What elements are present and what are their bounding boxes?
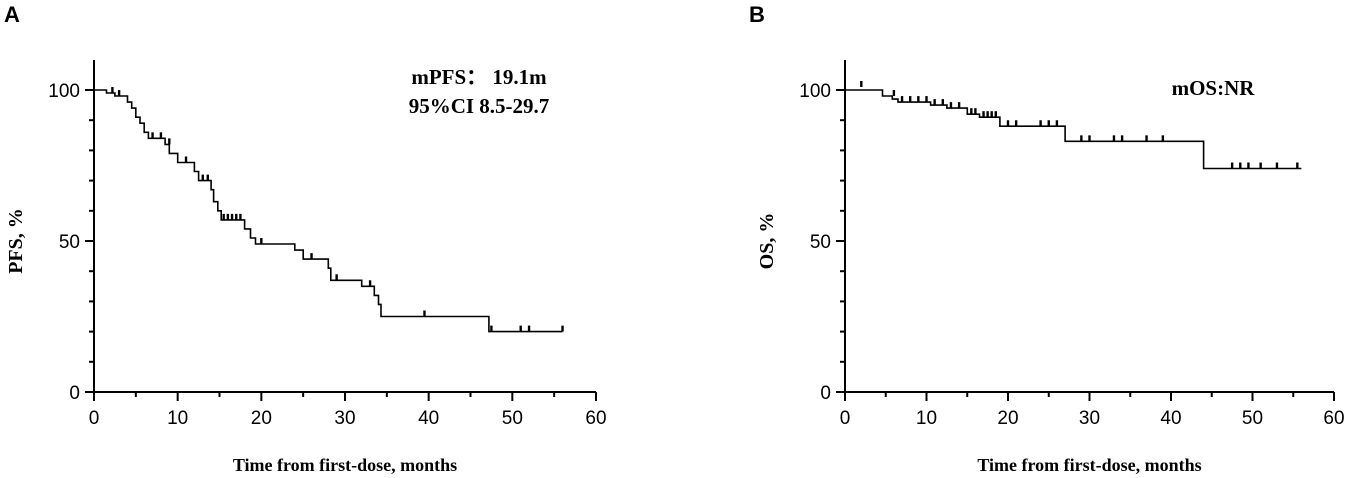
- x-tick-label: 0: [840, 408, 851, 429]
- y-tick-label: 50: [59, 232, 80, 253]
- x-tick-label: 10: [916, 408, 937, 429]
- y-tick-label: 50: [810, 232, 831, 253]
- x-tick-label: 60: [1323, 408, 1344, 429]
- y-tick-label: 100: [799, 81, 831, 102]
- x-tick-label: 0: [89, 408, 100, 429]
- y-axis-label: OS, %: [756, 213, 778, 270]
- survival-curve: [845, 89, 1302, 170]
- panel-label-b: B: [749, 2, 765, 27]
- chart-panel-b: B 0 10 20 30 40 50 60 0 50 100 Time from first-dos…: [679, 0, 1358, 478]
- chart-panel-a: A 0 10 20 30 40 50 60 0 50 100 Time from first-dos…: [4, 2, 607, 475]
- x-tick-label: 10: [167, 408, 188, 429]
- panel-label-a: A: [4, 2, 20, 27]
- x-tick-label: 40: [1160, 408, 1181, 429]
- chart-a-svg: 0 10 20 30 40 50 60 0 50 100 Time from first-dose,…: [5, 60, 607, 475]
- x-tick-label: 60: [585, 408, 606, 429]
- y-tick-label: 0: [820, 383, 831, 404]
- y-axis-label: PFS, %: [5, 208, 27, 274]
- x-tick-label: 30: [334, 408, 355, 429]
- x-axis-label: Time from first-dose, months: [233, 455, 457, 475]
- y-tick-label: 0: [69, 383, 80, 404]
- y-tick-label: 100: [48, 81, 80, 102]
- annotation-text: 95%CI 8.5-29.7: [409, 94, 550, 118]
- annotation-text: mOS:NR: [1172, 76, 1256, 100]
- x-tick-label: 50: [502, 408, 523, 429]
- x-tick-label: 30: [1079, 408, 1100, 429]
- x-tick-label: 20: [997, 408, 1018, 429]
- chart-b-svg: 0 10 20 30 40 50 60 0 50 100 Time from first-dose,…: [756, 60, 1345, 475]
- annotation-text: mPFS： 19.1m: [411, 65, 547, 89]
- x-tick-label: 50: [1242, 408, 1263, 429]
- x-tick-label: 40: [418, 408, 439, 429]
- survival-curve: [94, 89, 563, 333]
- x-tick-label: 20: [251, 408, 272, 429]
- x-axis-label: Time from first-dose, months: [977, 455, 1201, 475]
